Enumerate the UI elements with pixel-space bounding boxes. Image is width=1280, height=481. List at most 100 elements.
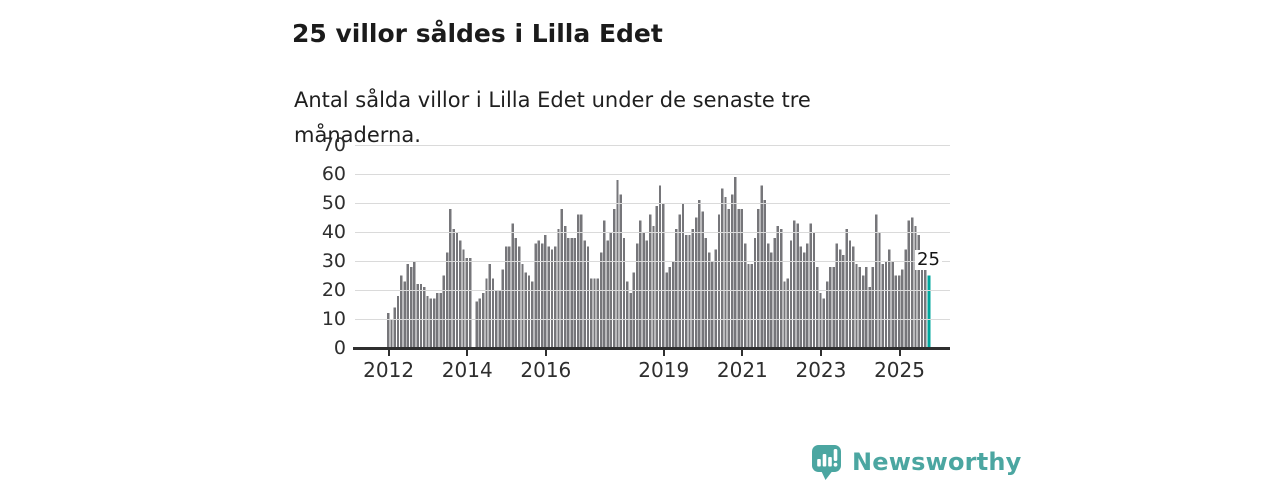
bar [478, 298, 482, 348]
gridline [355, 260, 950, 262]
brand-name: Newsworthy [852, 448, 1022, 476]
bar [560, 208, 563, 348]
bar [504, 246, 508, 348]
bar [707, 252, 711, 348]
bar [445, 252, 449, 348]
bar [760, 185, 763, 348]
speech-bubble-bar-chart-icon [812, 444, 841, 480]
bar [802, 252, 806, 348]
bar [776, 226, 780, 348]
bar [897, 275, 901, 348]
bar [688, 234, 691, 348]
bar [884, 261, 888, 348]
bar [583, 240, 586, 348]
bar [668, 266, 672, 348]
bar [714, 249, 717, 348]
bar [616, 179, 619, 348]
bar [681, 203, 685, 348]
bar [387, 313, 390, 348]
bar [501, 269, 505, 348]
bar [711, 261, 714, 348]
bar [766, 243, 770, 348]
bar [904, 249, 907, 348]
bar [780, 229, 783, 348]
bar [390, 319, 393, 348]
bar [485, 278, 488, 348]
bar [721, 188, 724, 348]
bar [622, 237, 626, 348]
bar [799, 246, 803, 348]
bar [724, 197, 727, 348]
bar [570, 237, 573, 348]
bar [924, 269, 927, 348]
bar [665, 272, 668, 348]
plot-area: 25 0 10 20 30 40 50 60 70 [322, 134, 950, 359]
bar [917, 234, 920, 348]
gridline [355, 173, 950, 175]
bar [452, 229, 455, 348]
x-tick-label: 2023 [795, 358, 847, 382]
y-tick-label: 60 [321, 163, 346, 185]
bar [662, 203, 665, 348]
bar [400, 275, 403, 348]
bar [580, 214, 583, 348]
bar [743, 243, 747, 348]
bar [573, 237, 577, 348]
bar [838, 249, 842, 348]
bar [750, 263, 753, 348]
x-tick-label: 2025 [874, 358, 925, 382]
bar [419, 284, 423, 348]
bar [413, 261, 416, 348]
bar [635, 243, 639, 348]
bar [894, 275, 898, 348]
gridline [355, 202, 950, 204]
bar [524, 272, 527, 348]
bar [436, 292, 439, 348]
bar [527, 275, 531, 348]
bar [809, 223, 812, 348]
bar [465, 258, 468, 348]
newsworthy-logo[interactable]: Newsworthy [810, 444, 1022, 480]
bar [518, 246, 521, 348]
bar [459, 240, 462, 348]
x-tick-label: 2014 [441, 358, 493, 382]
bar [861, 275, 865, 348]
bar [829, 266, 832, 348]
bar [567, 237, 570, 348]
bar [645, 240, 649, 348]
bar [599, 252, 603, 348]
bar [871, 266, 875, 348]
bar [678, 214, 681, 348]
bar [619, 194, 622, 348]
x-tick-mark [898, 350, 901, 356]
bar [855, 263, 858, 348]
bar [563, 226, 567, 348]
bar [442, 275, 446, 348]
bar [547, 246, 550, 348]
bar [537, 240, 541, 348]
bar [832, 266, 835, 348]
bar [403, 281, 406, 348]
y-tick-label: 40 [321, 221, 346, 243]
bar [439, 292, 442, 348]
x-tick-label: 2012 [363, 358, 415, 382]
x-tick-mark [819, 350, 822, 356]
bar [534, 243, 537, 348]
bar [652, 226, 655, 348]
bar [907, 220, 911, 348]
bar [612, 208, 616, 348]
bar [717, 214, 721, 348]
bars-svg [387, 176, 931, 348]
gridline [355, 318, 950, 320]
x-tick-label: 2019 [638, 358, 690, 382]
bar [393, 307, 396, 348]
x-tick-mark [466, 350, 469, 356]
bar [701, 211, 704, 348]
bar [734, 176, 737, 348]
last-value-label: 25 [915, 248, 942, 270]
bar [514, 237, 518, 348]
x-tick-mark [741, 350, 744, 356]
bar [554, 246, 557, 348]
gridline [355, 289, 950, 291]
